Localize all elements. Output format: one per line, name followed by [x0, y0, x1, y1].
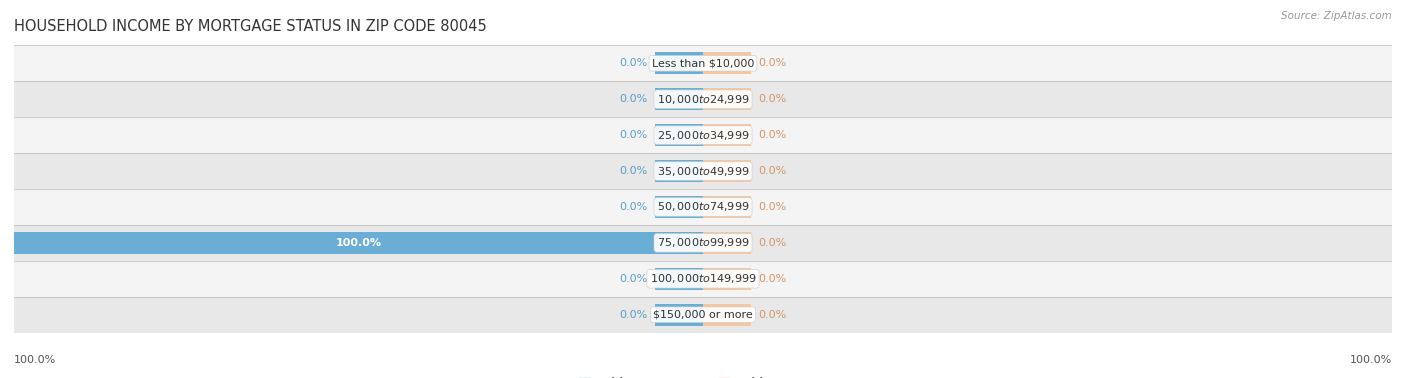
Text: 0.0%: 0.0%	[620, 58, 648, 68]
Text: 0.0%: 0.0%	[758, 130, 786, 140]
Text: $35,000 to $49,999: $35,000 to $49,999	[657, 164, 749, 178]
Text: 0.0%: 0.0%	[758, 94, 786, 104]
Bar	[14, 225, 1392, 261]
Bar	[703, 160, 751, 182]
Text: 100.0%: 100.0%	[336, 238, 381, 248]
Text: 0.0%: 0.0%	[758, 202, 786, 212]
Text: 0.0%: 0.0%	[620, 202, 648, 212]
Text: $25,000 to $34,999: $25,000 to $34,999	[657, 129, 749, 142]
Legend: Without Mortgage, With Mortgage: Without Mortgage, With Mortgage	[579, 377, 827, 378]
Bar	[703, 196, 751, 218]
Text: 100.0%: 100.0%	[1350, 355, 1392, 365]
Bar	[14, 297, 1392, 333]
Text: 0.0%: 0.0%	[620, 274, 648, 284]
Text: $10,000 to $24,999: $10,000 to $24,999	[657, 93, 749, 106]
Text: $75,000 to $99,999: $75,000 to $99,999	[657, 236, 749, 249]
Text: $100,000 to $149,999: $100,000 to $149,999	[650, 272, 756, 285]
Text: 0.0%: 0.0%	[758, 238, 786, 248]
Bar	[655, 52, 703, 74]
Bar	[14, 189, 1392, 225]
Text: $150,000 or more: $150,000 or more	[654, 310, 752, 320]
Bar	[14, 117, 1392, 153]
Bar	[703, 88, 751, 110]
Text: 0.0%: 0.0%	[620, 310, 648, 320]
Bar	[14, 45, 1392, 81]
Bar	[703, 268, 751, 290]
Bar	[14, 261, 1392, 297]
Bar	[655, 88, 703, 110]
Text: Source: ZipAtlas.com: Source: ZipAtlas.com	[1281, 11, 1392, 21]
Text: 0.0%: 0.0%	[758, 166, 786, 176]
Text: HOUSEHOLD INCOME BY MORTGAGE STATUS IN ZIP CODE 80045: HOUSEHOLD INCOME BY MORTGAGE STATUS IN Z…	[14, 19, 486, 34]
Bar	[655, 304, 703, 326]
Bar	[655, 268, 703, 290]
Text: $50,000 to $74,999: $50,000 to $74,999	[657, 200, 749, 214]
Bar	[703, 124, 751, 146]
Text: 100.0%: 100.0%	[14, 355, 56, 365]
Text: 0.0%: 0.0%	[620, 166, 648, 176]
Bar	[14, 153, 1392, 189]
Bar	[655, 124, 703, 146]
Bar	[14, 232, 703, 254]
Text: 0.0%: 0.0%	[620, 130, 648, 140]
Bar	[655, 160, 703, 182]
Bar	[703, 52, 751, 74]
Text: 0.0%: 0.0%	[758, 58, 786, 68]
Bar	[703, 304, 751, 326]
Text: Less than $10,000: Less than $10,000	[652, 58, 754, 68]
Text: 0.0%: 0.0%	[620, 94, 648, 104]
Text: 0.0%: 0.0%	[758, 274, 786, 284]
Bar	[14, 81, 1392, 117]
Text: 0.0%: 0.0%	[758, 310, 786, 320]
Bar	[655, 196, 703, 218]
Bar	[703, 232, 751, 254]
